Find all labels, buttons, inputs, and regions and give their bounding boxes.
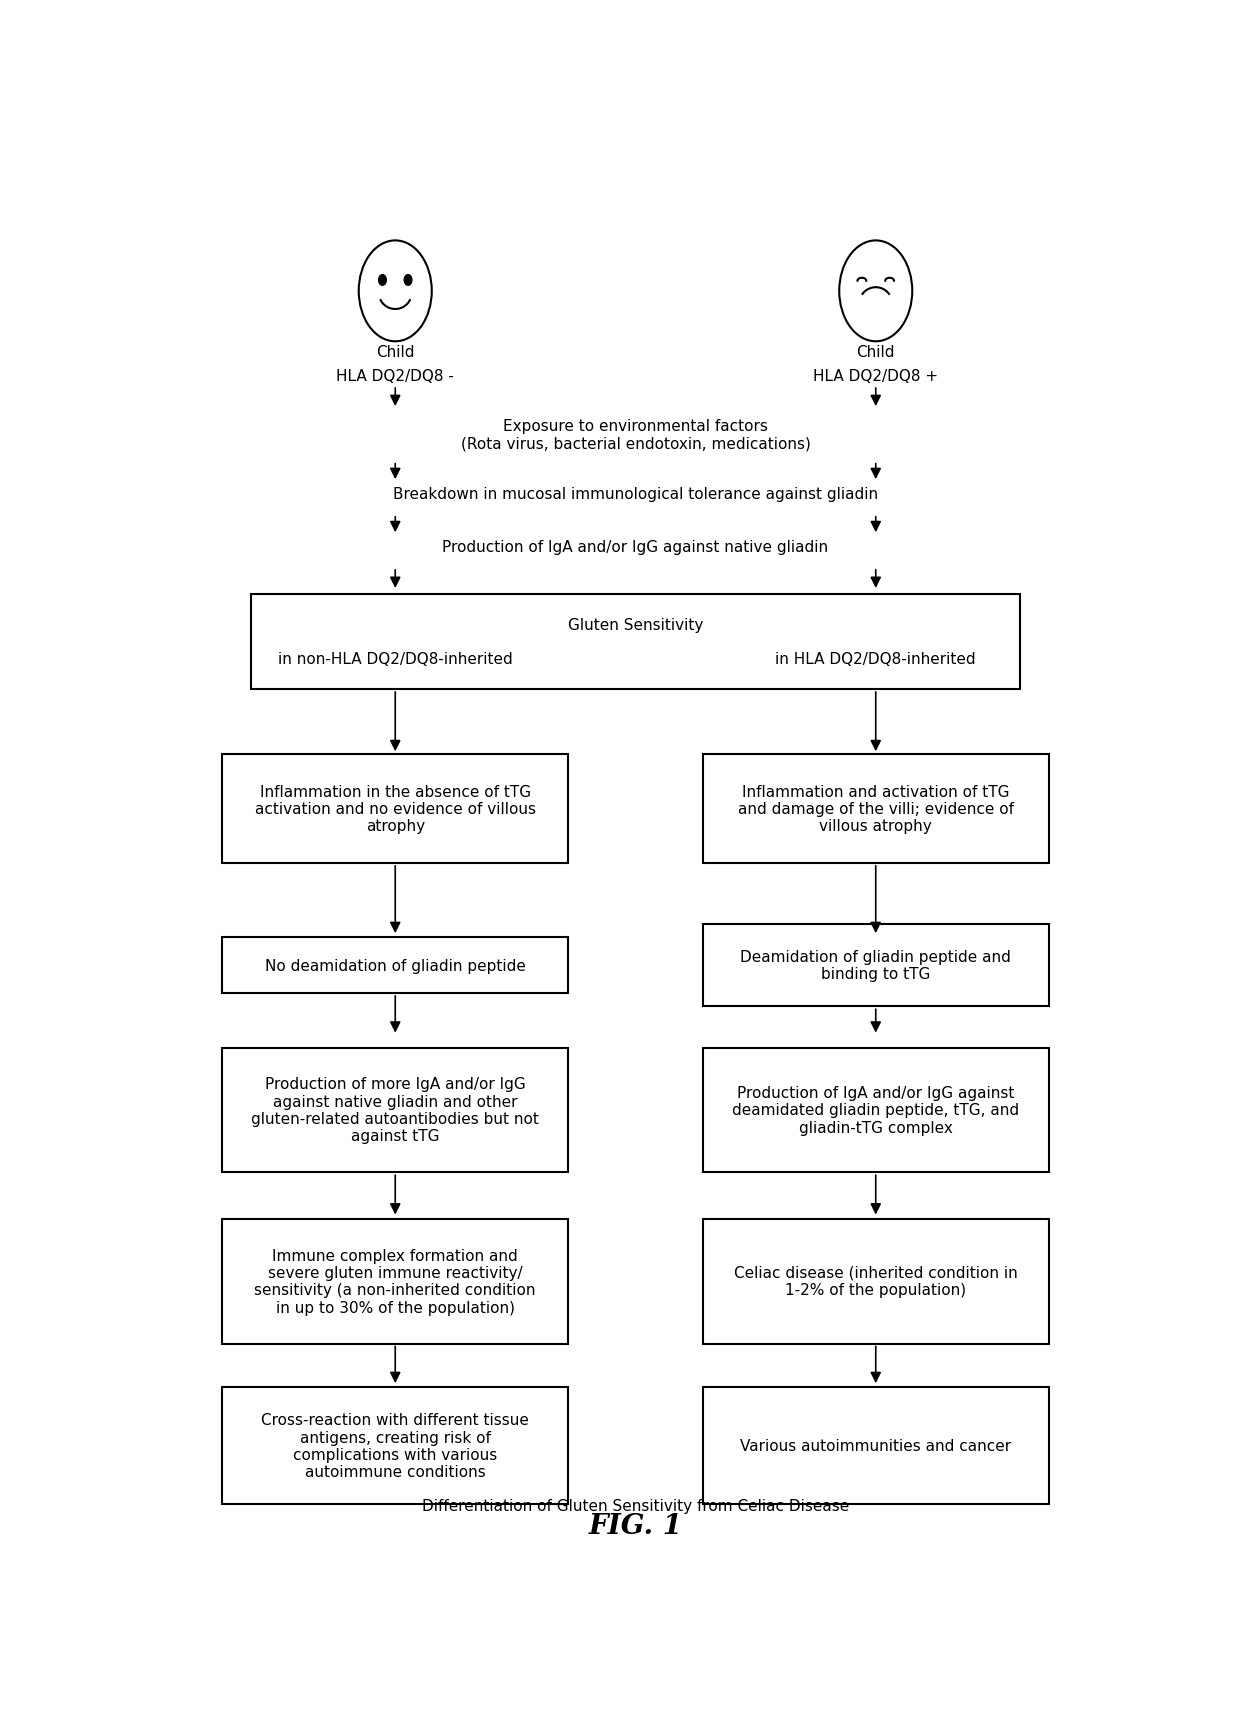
Text: Child: Child — [857, 345, 895, 360]
Text: Inflammation and activation of tTG
and damage of the villi; evidence of
villous : Inflammation and activation of tTG and d… — [738, 784, 1014, 834]
Text: Celiac disease (inherited condition in
1-2% of the population): Celiac disease (inherited condition in 1… — [734, 1265, 1018, 1297]
Text: Deamidation of gliadin peptide and
binding to tTG: Deamidation of gliadin peptide and bindi… — [740, 949, 1011, 982]
Text: in non-HLA DQ2/DQ8-inherited: in non-HLA DQ2/DQ8-inherited — [278, 651, 512, 667]
Ellipse shape — [378, 276, 387, 286]
FancyBboxPatch shape — [222, 1220, 568, 1344]
Text: Production of IgA and/or IgG against native gliadin: Production of IgA and/or IgG against nat… — [443, 539, 828, 555]
Text: FIG. 1: FIG. 1 — [589, 1513, 682, 1539]
Text: Breakdown in mucosal immunological tolerance against gliadin: Breakdown in mucosal immunological toler… — [393, 486, 878, 501]
Text: HLA DQ2/DQ8 -: HLA DQ2/DQ8 - — [336, 369, 454, 384]
Text: Various autoimmunities and cancer: Various autoimmunities and cancer — [740, 1439, 1012, 1454]
FancyBboxPatch shape — [703, 1048, 1049, 1173]
FancyBboxPatch shape — [703, 925, 1049, 1006]
Text: Immune complex formation and
severe gluten immune reactivity/
sensitivity (a non: Immune complex formation and severe glut… — [254, 1247, 536, 1315]
Text: Exposure to environmental factors
(Rota virus, bacterial endotoxin, medications): Exposure to environmental factors (Rota … — [460, 419, 811, 451]
Text: Differentiation of Gluten Sensitivity from Celiac Disease: Differentiation of Gluten Sensitivity fr… — [422, 1497, 849, 1513]
Ellipse shape — [404, 276, 412, 286]
FancyBboxPatch shape — [250, 594, 1019, 689]
FancyBboxPatch shape — [222, 755, 568, 863]
FancyBboxPatch shape — [703, 755, 1049, 863]
Text: Cross-reaction with different tissue
antigens, creating risk of
complications wi: Cross-reaction with different tissue ant… — [262, 1413, 529, 1480]
FancyBboxPatch shape — [222, 1387, 568, 1504]
Text: No deamidation of gliadin peptide: No deamidation of gliadin peptide — [265, 958, 526, 973]
Text: HLA DQ2/DQ8 +: HLA DQ2/DQ8 + — [813, 369, 939, 384]
Text: in HLA DQ2/DQ8-inherited: in HLA DQ2/DQ8-inherited — [775, 651, 976, 667]
Text: Gluten Sensitivity: Gluten Sensitivity — [568, 617, 703, 632]
FancyBboxPatch shape — [222, 1048, 568, 1173]
Text: Production of IgA and/or IgG against
deamidated gliadin peptide, tTG, and
gliadi: Production of IgA and/or IgG against dea… — [732, 1085, 1019, 1135]
Text: Production of more IgA and/or IgG
against native gliadin and other
gluten-relate: Production of more IgA and/or IgG agains… — [252, 1077, 539, 1144]
FancyBboxPatch shape — [703, 1387, 1049, 1504]
FancyBboxPatch shape — [222, 937, 568, 994]
Text: Inflammation in the absence of tTG
activation and no evidence of villous
atrophy: Inflammation in the absence of tTG activ… — [254, 784, 536, 834]
Text: Child: Child — [376, 345, 414, 360]
FancyBboxPatch shape — [703, 1220, 1049, 1344]
